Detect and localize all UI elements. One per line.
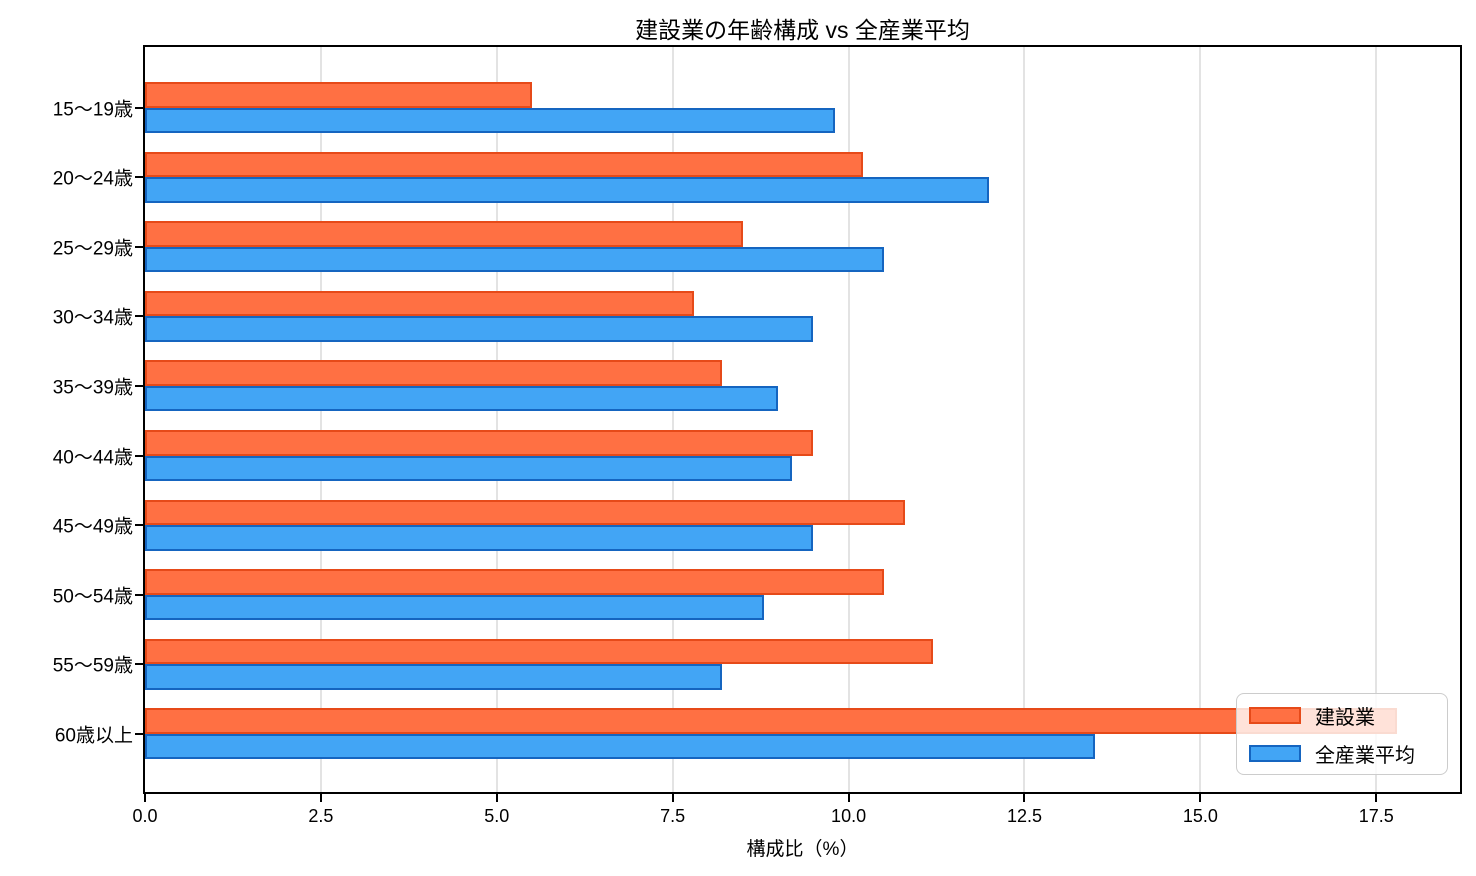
bar-construction-8	[145, 638, 933, 665]
bar-construction-3	[145, 290, 694, 317]
x-axis-label: 構成比（%）	[746, 839, 859, 860]
y-tick-label-8: 55〜59歳	[52, 655, 133, 677]
y-tick-mark-4	[135, 384, 143, 387]
legend-label-construction: 建設業	[1315, 706, 1375, 729]
y-tick-label-5: 40〜44歳	[52, 447, 133, 468]
x-tick-mark-7.5	[671, 794, 674, 802]
y-tick-label-9: 60歳以上	[54, 725, 133, 747]
y-tick-mark-7	[135, 593, 143, 596]
x-tick-mark-15.0	[1199, 794, 1202, 802]
gridline-x-12.5	[1023, 47, 1026, 792]
y-tick-label-7: 50〜54歳	[52, 586, 133, 608]
legend-swatch-construction	[1249, 706, 1301, 724]
bar-all-industry-average-1	[145, 177, 990, 203]
bar-all-industry-average-6	[145, 525, 814, 551]
bar-all-industry-average-7	[145, 594, 765, 621]
y-tick-mark-8	[135, 663, 143, 666]
legend-swatch-all-industry-average	[1249, 744, 1301, 762]
gridline-x-15.0	[1199, 47, 1202, 792]
y-tick-mark-1	[135, 176, 143, 179]
y-tick-mark-3	[135, 315, 143, 318]
bar-all-industry-average-9	[145, 733, 1095, 760]
bar-all-industry-average-3	[145, 316, 814, 342]
bar-construction-4	[145, 360, 722, 386]
x-tick-mark-2.5	[319, 794, 322, 802]
chart-title: 建設業の年齢構成 vs 全産業平均	[635, 17, 970, 43]
bar-construction-5	[145, 430, 814, 456]
plot-area: 0.0 2.5 5.0 7.5 10.0 12.5 15.0 17.5 15〜19歳 20〜24歳…	[53, 45, 1462, 826]
x-tick-label-15.0: 15.0	[1182, 806, 1218, 826]
y-tick-label-3: 30〜34歳	[52, 307, 133, 329]
x-tick-label-17.5: 17.5	[1358, 806, 1394, 826]
y-tick-mark-9	[135, 732, 143, 735]
bar-all-industry-average-5	[145, 455, 793, 481]
legend-row-all-industry-average: 全産業平均	[1249, 739, 1435, 768]
x-tick-mark-5.0	[495, 794, 498, 802]
gridline-x-7.5	[671, 47, 674, 792]
x-tick-mark-0.0	[144, 794, 146, 802]
bar-construction-7	[145, 569, 884, 595]
bar-all-industry-average-8	[145, 664, 722, 690]
bar-all-industry-average-2	[145, 246, 884, 273]
x-tick-label-10.0: 10.0	[831, 806, 867, 826]
x-tick-mark-12.5	[1023, 794, 1026, 802]
x-tick-mark-17.5	[1375, 794, 1378, 802]
bar-construction-2	[145, 221, 744, 247]
gridline-x-5.0	[495, 47, 498, 792]
bar-all-industry-average-0	[145, 107, 835, 133]
x-tick-label-7.5: 7.5	[660, 806, 686, 826]
x-tick-label-12.5: 12.5	[1006, 806, 1042, 826]
bar-all-industry-average-4	[145, 385, 779, 412]
gridline-x-10.0	[847, 47, 850, 792]
legend-row-construction: 建設業	[1249, 701, 1435, 730]
bar-construction-1	[145, 151, 863, 178]
y-tick-label-6: 45〜49歳	[52, 516, 133, 538]
x-tick-label-0.0: 0.0	[132, 806, 158, 826]
y-tick-mark-5	[135, 454, 143, 457]
x-tick-label-5.0: 5.0	[484, 806, 510, 826]
bar-construction-9	[145, 708, 1398, 734]
bar-construction-0	[145, 82, 532, 108]
y-tick-mark-6	[135, 524, 143, 527]
legend-label-all-industry-average: 全産業平均	[1315, 744, 1415, 767]
y-tick-mark-2	[135, 245, 143, 248]
y-tick-label-4: 35〜39歳	[52, 377, 133, 399]
x-tick-label-2.5: 2.5	[308, 806, 334, 826]
gridline-x-17.5	[1375, 47, 1378, 792]
gridline-x-2.5	[319, 47, 322, 792]
y-tick-mark-0	[135, 106, 143, 109]
y-tick-label-0: 15〜19歳	[52, 99, 133, 120]
y-tick-label-1: 20〜24歳	[52, 168, 133, 190]
legend: 建設業 全産業平均	[1236, 693, 1448, 775]
y-tick-label-2: 25〜29歳	[52, 238, 133, 260]
x-tick-mark-10.0	[847, 794, 850, 802]
bar-construction-6	[145, 499, 905, 526]
